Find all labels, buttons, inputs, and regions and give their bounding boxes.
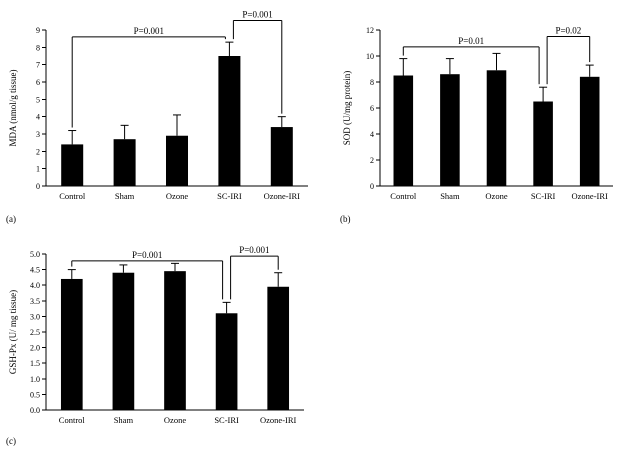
- category-label: Control: [59, 191, 86, 201]
- bar-sc-iri: [218, 56, 241, 186]
- chart-mda: 0 1 2 3 4 5 6 7 8 9 Control Sham Ozone SC-IRI Ozone-IR…: [8, 9, 308, 201]
- y-tick-label: 3.0: [30, 312, 40, 321]
- y-tick-label: 2.0: [30, 344, 40, 353]
- chart-sod: 0 2 4 6 8 10 12 Control Sham Ozone SC-IRI Ozone-IRI…: [342, 26, 613, 201]
- category-label: SC-IRI: [217, 191, 242, 201]
- y-tick-label: 3.5: [30, 297, 40, 306]
- bar-sham: [112, 272, 135, 410]
- y-tick-label: 3: [36, 130, 40, 139]
- category-label: Ozone: [164, 415, 186, 425]
- y-tick-label: 12: [366, 26, 374, 35]
- y-axis-label: SOD (U/mg protein): [342, 71, 352, 146]
- significance-label: P=0.01: [458, 36, 484, 46]
- y-tick-label: 2: [36, 147, 40, 156]
- category-label: Sham: [440, 191, 460, 201]
- y-tick-label: 8: [370, 78, 374, 87]
- bar-sham: [440, 74, 460, 186]
- bar-ozone-iri: [267, 286, 290, 410]
- panel-b: 0 2 4 6 8 10 12 Control Sham Ozone SC-IRI Ozone-IRI…: [340, 4, 626, 224]
- y-tick-label: 4.5: [30, 266, 40, 275]
- category-label: Ozone: [485, 191, 507, 201]
- category-label: Sham: [115, 191, 135, 201]
- y-tick-label: 0.5: [30, 390, 40, 399]
- category-label: Ozone: [166, 191, 188, 201]
- y-tick-label: 1: [36, 165, 40, 174]
- y-tick-label: 2: [370, 156, 374, 165]
- significance-label: P=0.001: [242, 9, 272, 19]
- y-tick-label: 5: [36, 95, 40, 104]
- category-label: Ozone-IRI: [260, 415, 297, 425]
- category-label: Ozone-IRI: [264, 191, 301, 201]
- bar-control: [393, 75, 414, 186]
- panel-label-b: (b): [340, 214, 351, 224]
- category-label: Ozone-IRI: [572, 191, 609, 201]
- category-label: Control: [59, 415, 86, 425]
- y-tick-label: 4: [36, 113, 40, 122]
- y-tick-label: 4.0: [30, 281, 40, 290]
- panel-label-c: (c): [6, 436, 16, 446]
- significance-label: P=0.001: [132, 250, 162, 260]
- significance-label: P=0.02: [555, 26, 581, 36]
- bar-ozone: [165, 135, 189, 186]
- y-tick-label: 2.5: [30, 328, 40, 337]
- y-tick-label: 0: [370, 182, 374, 191]
- significance-label: P=0.001: [239, 245, 269, 255]
- panel-a: 0 1 2 3 4 5 6 7 8 9 Control Sham Ozone SC-IRI Ozone-IR…: [6, 4, 321, 224]
- category-label: SC-IRI: [531, 191, 556, 201]
- y-tick-label: 5.0: [30, 250, 40, 259]
- y-axis-label: MDA (nmol/g tissue): [8, 69, 18, 146]
- bar-sc-iri: [215, 313, 238, 410]
- bar-control: [60, 278, 83, 410]
- significance-label: P=0.001: [134, 26, 164, 36]
- y-tick-label: 6: [36, 78, 40, 87]
- bar-ozone-iri: [270, 127, 293, 186]
- y-tick-label: 4: [370, 130, 374, 139]
- y-axis-label: GSH-Px (U/ mg tissue): [8, 290, 18, 374]
- y-tick-label: 10: [366, 52, 374, 61]
- category-label: Sham: [114, 415, 134, 425]
- y-tick-label: 7: [36, 61, 40, 70]
- y-tick-label: 0: [36, 182, 40, 191]
- bar-ozone: [164, 271, 186, 410]
- bar-ozone: [486, 70, 507, 186]
- panel-c: 0.0 0.5 1.0 1.5 2.0 2.5 3.0 3.5 4.0 4.5 5.0 Control…: [6, 228, 318, 446]
- y-tick-label: 0.0: [30, 406, 40, 415]
- bar-control: [61, 144, 84, 186]
- bar-ozone-iri: [579, 76, 600, 186]
- chart-gshpx: 0.0 0.5 1.0 1.5 2.0 2.5 3.0 3.5 4.0 4.5 5.0 Control…: [8, 245, 304, 425]
- y-tick-label: 6: [370, 104, 374, 113]
- category-label: SC-IRI: [214, 415, 239, 425]
- bar-sc-iri: [533, 101, 553, 186]
- panel-label-a: (a): [6, 214, 16, 224]
- category-label: Control: [390, 191, 417, 201]
- y-tick-label: 1.5: [30, 359, 40, 368]
- y-tick-label: 8: [36, 43, 40, 52]
- y-tick-label: 1.0: [30, 375, 40, 384]
- bar-sham: [113, 139, 136, 186]
- y-tick-label: 9: [36, 26, 40, 35]
